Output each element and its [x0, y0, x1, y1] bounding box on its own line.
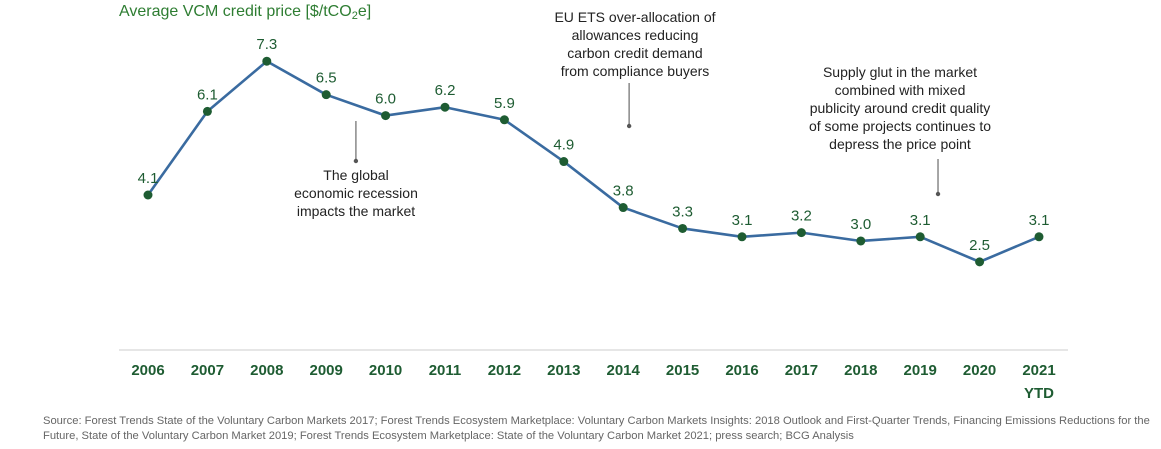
- x-tick-label: 2006: [131, 362, 164, 379]
- value-label: 4.1: [138, 170, 159, 187]
- value-label: 4.9: [553, 137, 574, 154]
- annotation-supply-glut: Supply glut in the market combined with …: [780, 63, 1020, 153]
- value-label: 2.5: [969, 237, 990, 254]
- value-label: 3.8: [613, 183, 634, 200]
- annotation-eu-ets-text: EU ETS over-allocation of allowances red…: [554, 9, 716, 79]
- value-label: 3.2: [791, 208, 812, 225]
- value-label: 6.0: [375, 91, 396, 108]
- value-label: 7.3: [256, 36, 277, 53]
- chart-title: Average VCM credit price [$/tCO2e]: [119, 3, 372, 22]
- x-tick-label: 2009: [310, 362, 343, 379]
- data-point: [321, 90, 331, 100]
- data-point: [678, 223, 688, 233]
- data-point: [499, 115, 509, 125]
- x-tick-label: 2020: [963, 362, 996, 379]
- data-point: [381, 111, 391, 121]
- source-note: Source: Forest Trends State of the Volun…: [43, 415, 1150, 442]
- x-tick-label: 2012: [488, 362, 521, 379]
- data-point: [262, 56, 272, 66]
- data-point: [856, 236, 866, 246]
- annotation-supply-glut-marker-dot: [935, 191, 941, 197]
- x-tick-label: 2014: [607, 362, 641, 379]
- x-tick-label: 2017: [785, 362, 818, 379]
- annotation-eu-ets-marker-dot: [626, 123, 632, 129]
- data-point: [143, 190, 153, 200]
- annotation-recession-marker-dot: [353, 158, 359, 164]
- value-label: 6.5: [316, 70, 337, 87]
- annotation-eu-ets: EU ETS over-allocation of allowances red…: [520, 8, 750, 80]
- data-point: [975, 257, 985, 267]
- price-line: [146, 59, 1040, 264]
- data-point: [618, 203, 628, 213]
- annotation-recession-text: The global economic recession impacts th…: [294, 167, 418, 219]
- x-tick-label-suffix: YTD: [1024, 385, 1054, 402]
- data-point: [1034, 232, 1044, 242]
- data-point: [559, 157, 569, 167]
- annotation-supply-glut-text: Supply glut in the market combined with …: [808, 64, 992, 152]
- data-point: [202, 106, 212, 116]
- value-label: 5.9: [494, 95, 515, 112]
- value-label: 3.1: [910, 212, 931, 229]
- x-tick-label: 2011: [429, 362, 462, 379]
- x-tick-label: 2018: [844, 362, 877, 379]
- value-label: 3.1: [732, 212, 753, 229]
- x-tick-label: 2007: [191, 362, 224, 379]
- value-label: 6.1: [197, 86, 218, 103]
- x-tick-label: 2021: [1022, 362, 1055, 379]
- value-label: 3.3: [672, 203, 693, 220]
- data-point: [915, 232, 925, 242]
- x-tick-label: 2010: [369, 362, 402, 379]
- x-tick-label: 2013: [547, 362, 580, 379]
- x-tick-label: 2015: [666, 362, 699, 379]
- value-label: 3.1: [1029, 212, 1050, 229]
- value-label: 3.0: [850, 216, 871, 233]
- annotation-recession: The global economic recession impacts th…: [270, 166, 442, 220]
- data-point: [796, 228, 806, 238]
- x-tick-label: 2016: [725, 362, 758, 379]
- x-tick-label: 2019: [904, 362, 937, 379]
- data-point: [440, 102, 450, 112]
- value-label: 6.2: [435, 82, 456, 99]
- x-tick-label: 2008: [250, 362, 283, 379]
- data-point: [737, 232, 747, 242]
